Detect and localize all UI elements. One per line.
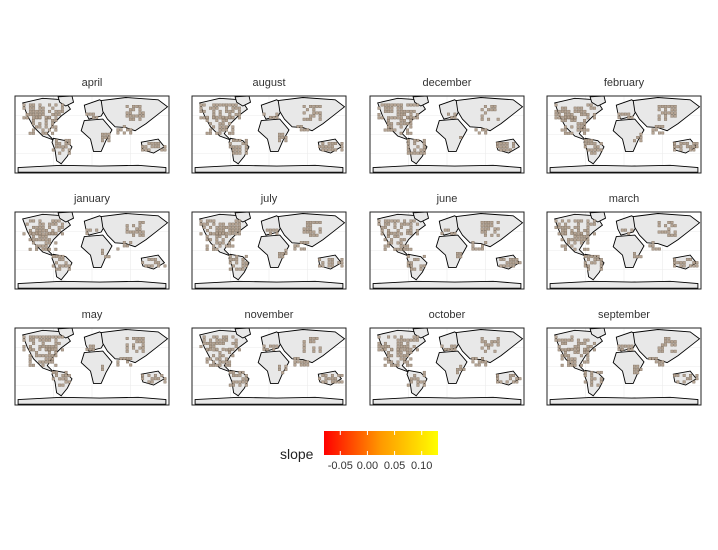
panel-border <box>14 211 170 290</box>
land-africa <box>257 350 290 384</box>
panel-border <box>191 327 347 406</box>
panel-border <box>14 327 170 406</box>
panel-border <box>546 95 702 174</box>
slope-cells <box>377 219 522 271</box>
land-antarctica <box>17 396 167 405</box>
slope-cells <box>199 335 344 387</box>
legend-tick-label: 0.00 <box>357 460 378 472</box>
facet-title: july <box>260 193 278 205</box>
facet-panel-july: july <box>191 193 347 290</box>
slope-cells <box>22 103 167 155</box>
facet-title: october <box>429 309 466 321</box>
land-asia <box>632 213 701 248</box>
facet-panel-april: april <box>14 77 170 174</box>
land-africa <box>612 350 645 384</box>
slope-cells <box>199 219 344 271</box>
panel-border <box>14 95 170 174</box>
legend-title: slope <box>280 446 314 462</box>
land-africa <box>80 350 113 384</box>
facet-panel-may: may <box>14 309 170 406</box>
slope-cells <box>22 219 167 271</box>
facet-panel-december: december <box>369 77 525 174</box>
panel-border <box>369 327 525 406</box>
land-africa <box>435 234 468 268</box>
land-antarctica <box>372 396 522 405</box>
slope-cells <box>22 335 167 387</box>
land-africa <box>80 118 113 152</box>
facet-title: january <box>73 193 111 205</box>
facet-title: march <box>609 193 640 205</box>
land-africa <box>612 234 645 268</box>
land-antarctica <box>17 164 167 173</box>
land-antarctica <box>17 280 167 289</box>
land-asia <box>100 97 169 132</box>
land-asia <box>100 213 169 248</box>
legend-tick-label: -0.05 <box>328 460 353 472</box>
facet-title: december <box>423 77 472 89</box>
slope-legend: slope -0.05 0.00 0.05 0.10 <box>280 431 438 472</box>
panel-border <box>369 211 525 290</box>
land-asia <box>277 97 346 132</box>
facet-panel-march: march <box>546 193 702 290</box>
facet-title: april <box>82 77 103 89</box>
land-antarctica <box>372 164 522 173</box>
facet-panel-october: october <box>369 309 525 406</box>
land-africa <box>435 118 468 152</box>
slope-cells <box>554 335 699 387</box>
facet-panels: april august december february january july ju… <box>14 77 702 406</box>
facet-title: september <box>598 309 650 321</box>
land-africa <box>612 118 645 152</box>
land-antarctica <box>549 396 699 405</box>
land-antarctica <box>194 280 344 289</box>
land-asia <box>277 329 346 364</box>
facet-panel-august: august <box>191 77 347 174</box>
facet-panel-november: november <box>191 309 347 406</box>
land-south-america <box>406 253 428 281</box>
panel-border <box>191 211 347 290</box>
panel-border <box>191 95 347 174</box>
land-africa <box>257 118 290 152</box>
land-antarctica <box>372 280 522 289</box>
legend-colorbar <box>324 431 438 455</box>
land-africa <box>435 350 468 384</box>
slope-cells <box>377 335 522 387</box>
facet-title: november <box>245 309 294 321</box>
slope-cells <box>554 103 699 155</box>
facet-title: february <box>604 77 645 89</box>
land-africa <box>80 234 113 268</box>
facet-title: june <box>436 193 458 205</box>
facet-panel-june: june <box>369 193 525 290</box>
land-asia <box>455 97 524 132</box>
panel-border <box>546 327 702 406</box>
land-antarctica <box>194 396 344 405</box>
legend-tick-label: 0.10 <box>411 460 432 472</box>
facet-title: august <box>252 77 285 89</box>
slope-cells <box>554 219 699 271</box>
slope-cells <box>199 103 344 155</box>
legend-ticks: -0.05 0.00 0.05 0.10 <box>328 431 432 472</box>
panel-border <box>546 211 702 290</box>
facet-panel-february: february <box>546 77 702 174</box>
facet-panel-january: january <box>14 193 170 290</box>
facet-title: may <box>82 309 103 321</box>
land-antarctica <box>194 164 344 173</box>
panel-border <box>369 95 525 174</box>
land-antarctica <box>549 280 699 289</box>
land-africa <box>257 234 290 268</box>
land-antarctica <box>549 164 699 173</box>
facet-panel-september: september <box>546 309 702 406</box>
legend-tick-label: 0.05 <box>384 460 405 472</box>
slope-cells <box>377 103 516 155</box>
